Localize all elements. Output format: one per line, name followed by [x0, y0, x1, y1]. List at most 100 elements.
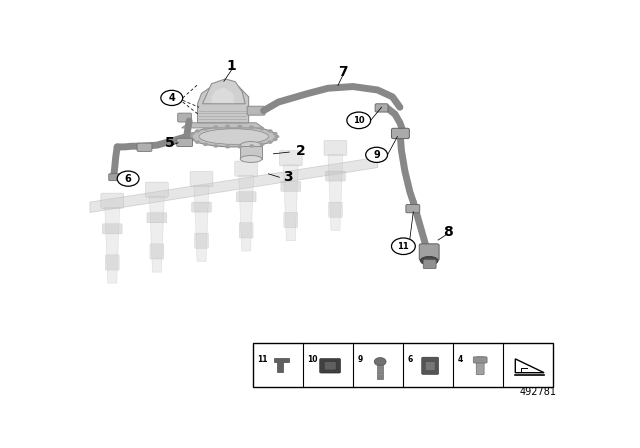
FancyBboxPatch shape: [236, 192, 256, 202]
FancyBboxPatch shape: [406, 204, 420, 213]
FancyBboxPatch shape: [284, 212, 298, 228]
Text: 6: 6: [408, 355, 413, 364]
FancyBboxPatch shape: [476, 357, 484, 375]
FancyBboxPatch shape: [195, 233, 209, 248]
Text: 492781: 492781: [519, 387, 556, 397]
Circle shape: [237, 125, 243, 128]
Polygon shape: [90, 157, 378, 212]
Polygon shape: [284, 165, 298, 241]
FancyBboxPatch shape: [253, 343, 553, 387]
FancyBboxPatch shape: [247, 106, 265, 115]
FancyBboxPatch shape: [190, 172, 213, 186]
Circle shape: [195, 129, 200, 133]
Circle shape: [188, 135, 193, 138]
Text: 4: 4: [168, 93, 175, 103]
FancyBboxPatch shape: [422, 357, 438, 375]
Circle shape: [161, 90, 182, 105]
FancyBboxPatch shape: [235, 161, 257, 176]
Circle shape: [213, 125, 218, 129]
FancyBboxPatch shape: [392, 128, 410, 138]
Circle shape: [273, 132, 278, 135]
Polygon shape: [211, 87, 234, 103]
Ellipse shape: [199, 129, 269, 144]
FancyBboxPatch shape: [425, 362, 435, 370]
Circle shape: [260, 127, 264, 130]
Polygon shape: [194, 185, 209, 262]
FancyBboxPatch shape: [137, 143, 152, 151]
FancyBboxPatch shape: [320, 358, 340, 373]
Circle shape: [190, 132, 195, 135]
Circle shape: [225, 145, 230, 149]
Polygon shape: [182, 123, 264, 128]
Text: 6: 6: [125, 174, 131, 184]
Text: 10: 10: [308, 355, 318, 364]
Polygon shape: [239, 175, 253, 251]
Circle shape: [268, 129, 273, 133]
FancyBboxPatch shape: [281, 181, 301, 191]
Circle shape: [203, 142, 208, 146]
FancyBboxPatch shape: [473, 357, 487, 363]
Text: 9: 9: [373, 150, 380, 160]
Polygon shape: [198, 82, 248, 123]
Circle shape: [392, 238, 415, 254]
Polygon shape: [328, 155, 343, 230]
FancyBboxPatch shape: [150, 244, 164, 259]
FancyBboxPatch shape: [178, 113, 191, 122]
FancyBboxPatch shape: [324, 140, 347, 155]
FancyBboxPatch shape: [280, 151, 302, 166]
FancyBboxPatch shape: [147, 213, 167, 223]
Ellipse shape: [240, 155, 262, 163]
Text: 10: 10: [353, 116, 365, 125]
Circle shape: [203, 127, 208, 130]
FancyBboxPatch shape: [240, 146, 262, 159]
Text: 11: 11: [258, 355, 268, 364]
Circle shape: [249, 144, 254, 148]
FancyBboxPatch shape: [326, 171, 346, 181]
FancyBboxPatch shape: [109, 174, 121, 181]
FancyBboxPatch shape: [145, 182, 168, 197]
Circle shape: [190, 138, 195, 141]
Text: 5: 5: [164, 136, 174, 150]
FancyBboxPatch shape: [102, 224, 122, 234]
Ellipse shape: [420, 256, 438, 265]
Text: 1: 1: [227, 59, 236, 73]
Polygon shape: [105, 207, 120, 283]
FancyBboxPatch shape: [423, 260, 436, 269]
FancyBboxPatch shape: [101, 193, 124, 208]
Text: 11: 11: [397, 242, 409, 251]
Polygon shape: [515, 359, 544, 373]
Text: 2: 2: [296, 144, 305, 159]
FancyBboxPatch shape: [324, 362, 336, 370]
Text: 7: 7: [338, 65, 348, 79]
Circle shape: [249, 125, 254, 129]
FancyBboxPatch shape: [375, 104, 388, 112]
FancyBboxPatch shape: [377, 365, 383, 379]
Text: 9: 9: [358, 355, 363, 364]
FancyBboxPatch shape: [106, 255, 119, 270]
FancyBboxPatch shape: [191, 202, 211, 212]
Circle shape: [365, 147, 388, 163]
Circle shape: [237, 145, 243, 149]
Circle shape: [268, 140, 273, 144]
FancyBboxPatch shape: [328, 202, 342, 217]
Circle shape: [195, 140, 200, 144]
FancyBboxPatch shape: [419, 244, 439, 260]
Circle shape: [260, 142, 264, 146]
Polygon shape: [150, 196, 164, 272]
Ellipse shape: [190, 126, 277, 147]
Text: 3: 3: [284, 170, 293, 184]
Circle shape: [273, 138, 278, 141]
Polygon shape: [274, 358, 289, 372]
Circle shape: [213, 144, 218, 148]
FancyBboxPatch shape: [239, 223, 253, 238]
FancyBboxPatch shape: [177, 138, 193, 146]
Circle shape: [117, 171, 139, 186]
Polygon shape: [202, 79, 245, 104]
Circle shape: [225, 125, 230, 128]
Circle shape: [275, 135, 280, 138]
Circle shape: [347, 112, 371, 129]
Text: 4: 4: [458, 355, 463, 364]
Text: 8: 8: [443, 225, 453, 239]
Ellipse shape: [240, 142, 262, 150]
Circle shape: [374, 358, 386, 366]
